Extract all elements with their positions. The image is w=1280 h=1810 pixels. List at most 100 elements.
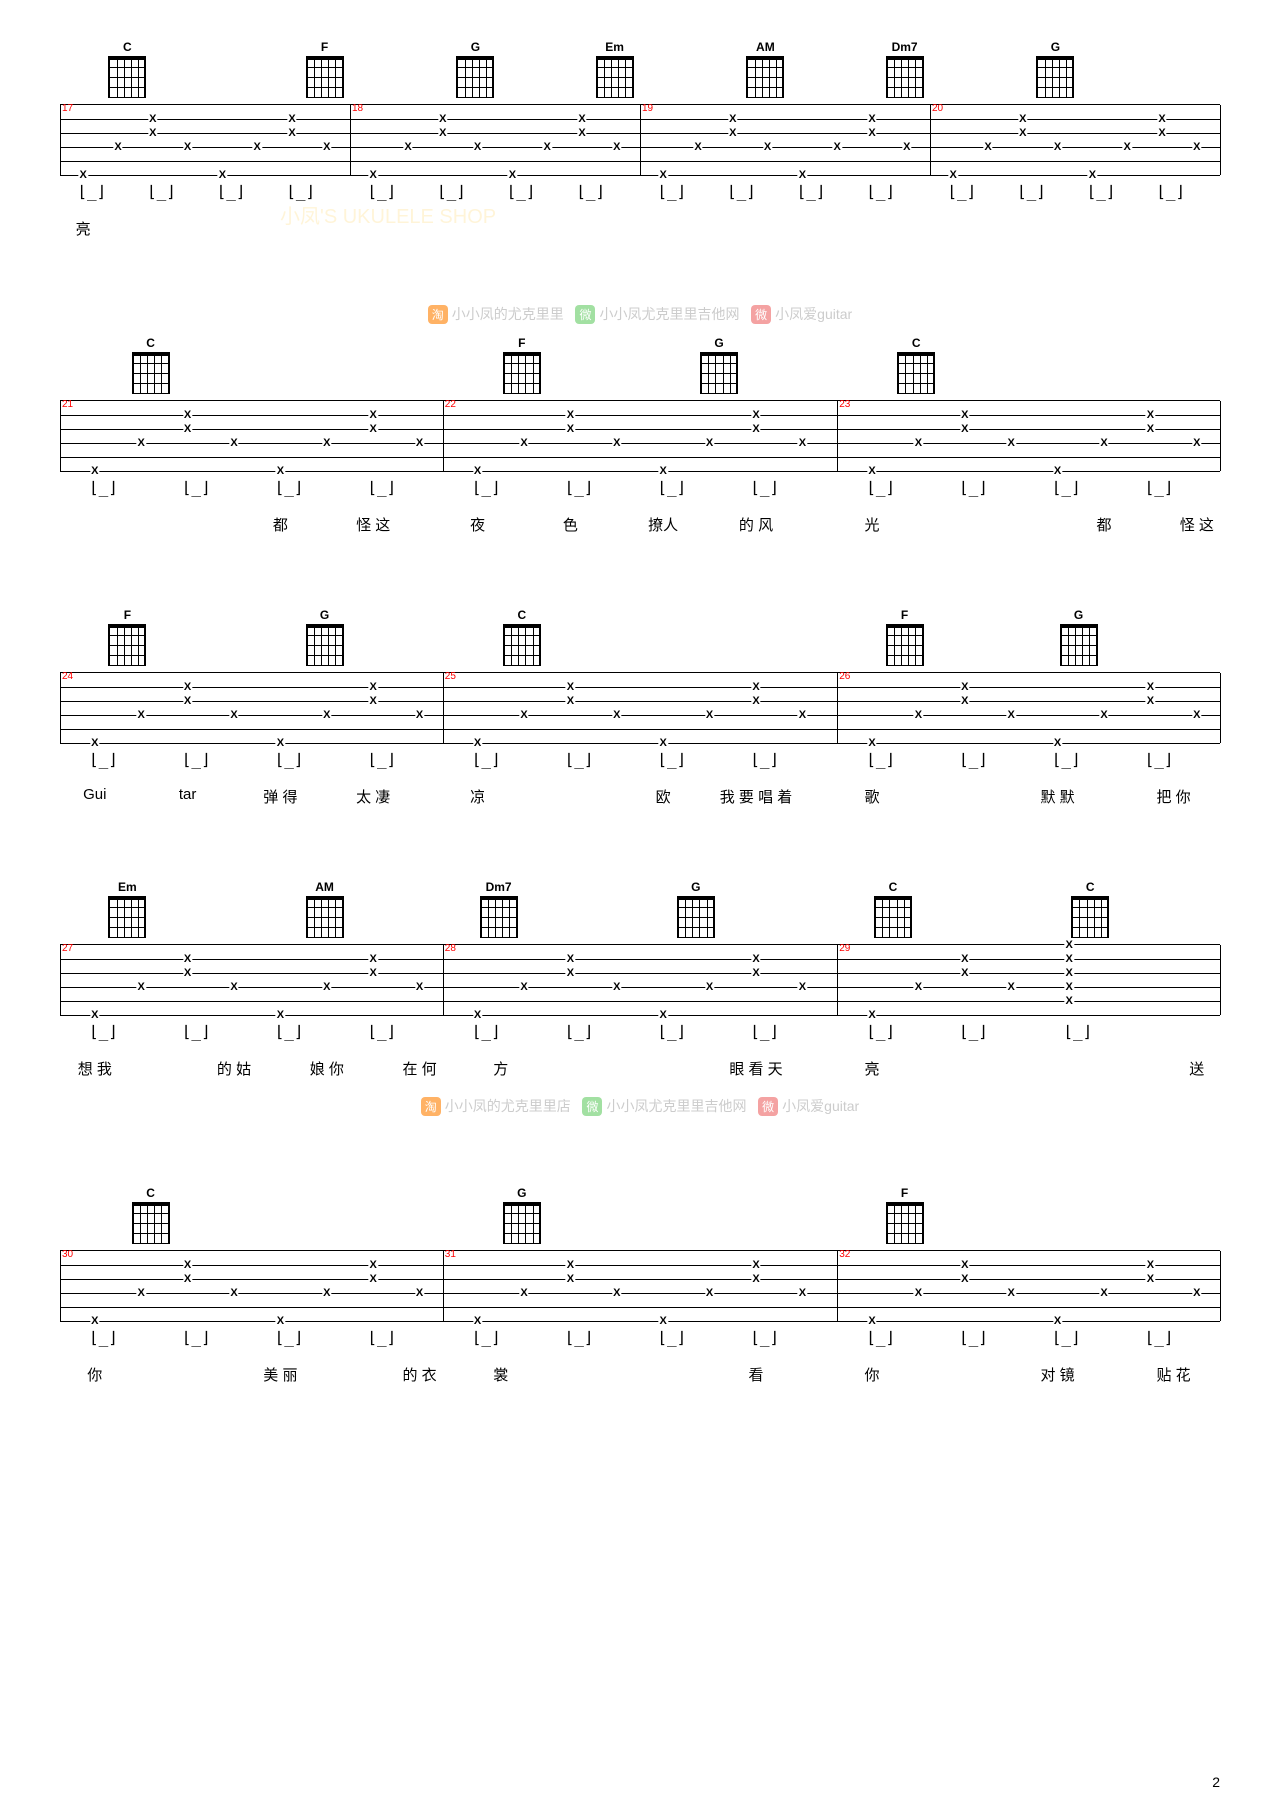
lyric-syllable: 撩人	[648, 514, 678, 535]
tab-note: X	[751, 409, 760, 421]
tab-note: X	[1146, 409, 1155, 421]
lyric-row: 你美 丽的 衣裳看你对 镜贴 花	[60, 1364, 1220, 1388]
rhythm-beam: ⌊_⌋	[866, 750, 895, 769]
tab-note: X	[1088, 169, 1097, 181]
tab-note: X	[1065, 981, 1074, 993]
rhythm-row: ⌊_⌋⌊_⌋⌊_⌋⌊_⌋⌊_⌋⌊_⌋⌊_⌋⌊_⌋⌊_⌋⌊_⌋⌊_⌋⌊_⌋	[60, 750, 1220, 778]
tab-note: X	[960, 681, 969, 693]
tab-staff: 272829XXXXXXXXXXXXXXXXXXXXXXXXXXXXXX	[60, 944, 1220, 1016]
lyric-syllable: 亮	[76, 218, 91, 239]
lyric-syllable: 光	[864, 514, 879, 535]
tab-note: X	[659, 737, 668, 749]
rhythm-beam: ⌊_⌋	[959, 1022, 988, 1041]
barline	[60, 105, 61, 175]
tab-note: X	[659, 1315, 668, 1327]
barline	[443, 673, 444, 743]
barline	[60, 945, 61, 1015]
brand-watermark: 小凤'S UKULELE SHOP	[280, 200, 496, 229]
tab-note: X	[798, 169, 807, 181]
chord-box: C	[130, 336, 172, 394]
barline	[640, 105, 641, 175]
tab-note: X	[914, 981, 923, 993]
chord-diagram	[503, 1202, 541, 1244]
tab-note: X	[914, 437, 923, 449]
tab-note: X	[1065, 939, 1074, 951]
tab-note: X	[90, 465, 99, 477]
chord-diagram	[306, 624, 344, 666]
tab-note: X	[369, 409, 378, 421]
tab-note: X	[960, 409, 969, 421]
lyric-syllable: 色	[563, 514, 578, 535]
lyric-syllable: 把 你	[1157, 786, 1191, 807]
tab-note: X	[183, 695, 192, 707]
rhythm-beam: ⌊_⌋	[959, 1328, 988, 1347]
tab-row: C G F 303132XXXXXXXXXXXXXXXXXXXXXXXXXXXX…	[60, 1186, 1220, 1388]
rhythm-beam: ⌊_⌋	[275, 478, 304, 497]
chord-diagram	[874, 896, 912, 938]
barline	[837, 1251, 838, 1321]
tab-note: X	[1157, 127, 1166, 139]
lyric-syllable: 想 我	[78, 1058, 112, 1079]
tab-note: X	[763, 141, 772, 153]
barline	[60, 401, 61, 471]
rhythm-beam: ⌊_⌋	[275, 1022, 304, 1041]
tab-staff: 17181920XXXXXXXXXXXXXXXXXXXXXXXXXXXXXXXX…	[60, 104, 1220, 176]
rhythm-beam: ⌊_⌋	[565, 478, 594, 497]
tab-note: X	[253, 141, 262, 153]
chord-diagram	[886, 624, 924, 666]
tab-note: X	[322, 437, 331, 449]
tab-note: X	[438, 127, 447, 139]
tab-note: X	[229, 437, 238, 449]
tab-row: Em AM Dm7 G C C 272829XXXXXXXXXXXXXXXXXX…	[60, 880, 1220, 1116]
chord-name: F	[106, 608, 148, 622]
tab-note: X	[183, 423, 192, 435]
lyric-syllable: 美 丽	[263, 1364, 297, 1385]
tab-note: X	[438, 113, 447, 125]
tab-note: X	[798, 1287, 807, 1299]
tab-note: X	[369, 695, 378, 707]
tab-note: X	[369, 169, 378, 181]
tab-note: X	[1157, 113, 1166, 125]
barline	[1220, 401, 1221, 471]
rhythm-beam: ⌊_⌋	[750, 478, 779, 497]
lyric-syllable: 方	[493, 1058, 508, 1079]
rhythm-beam: ⌊_⌋	[657, 750, 686, 769]
rhythm-beam: ⌊_⌋	[472, 478, 501, 497]
rhythm-beam: ⌊_⌋	[182, 1022, 211, 1041]
bar-number: 24	[62, 671, 73, 682]
chord-name: G	[1058, 608, 1100, 622]
barline	[837, 673, 838, 743]
guitar-tab-sheet: C F G Em AM Dm7 G 17181920XXXXXXXXXXXXXX…	[60, 40, 1220, 1388]
lyric-syllable: 亮	[864, 1058, 879, 1079]
rhythm-beam: ⌊_⌋	[182, 478, 211, 497]
tab-note: X	[1192, 709, 1201, 721]
lyric-row: 想 我的 姑娘 你在 何方眼 看 天亮送	[60, 1058, 1220, 1082]
barline	[1220, 105, 1221, 175]
tab-note: X	[798, 437, 807, 449]
lyric-syllable: 贴 花	[1157, 1364, 1191, 1385]
tab-note: X	[113, 141, 122, 153]
tab-note: X	[693, 141, 702, 153]
lyric-syllable: 眼 看 天	[729, 1058, 782, 1079]
chord-box: Dm7	[884, 40, 926, 98]
tab-note: X	[867, 113, 876, 125]
tab-note: X	[751, 1273, 760, 1285]
tab-note: X	[902, 141, 911, 153]
tab-note: X	[566, 1273, 575, 1285]
rhythm-beam: ⌊_⌋	[1052, 478, 1081, 497]
tab-note: X	[960, 953, 969, 965]
rhythm-beam: ⌊_⌋	[77, 182, 106, 201]
tab-note: X	[473, 1315, 482, 1327]
tab-note: X	[751, 1259, 760, 1271]
rhythm-beam: ⌊_⌋	[657, 182, 686, 201]
chord-box: F	[501, 336, 543, 394]
rhythm-beam: ⌊_⌋	[1156, 182, 1185, 201]
lyric-syllable: 都	[273, 514, 288, 535]
rhythm-beam: ⌊_⌋	[1145, 1328, 1174, 1347]
tab-note: X	[543, 141, 552, 153]
tab-note: X	[612, 709, 621, 721]
tab-note: X	[183, 141, 192, 153]
chord-diagram	[746, 56, 784, 98]
rhythm-beam: ⌊_⌋	[1063, 1022, 1092, 1041]
rhythm-beam: ⌊_⌋	[147, 182, 176, 201]
